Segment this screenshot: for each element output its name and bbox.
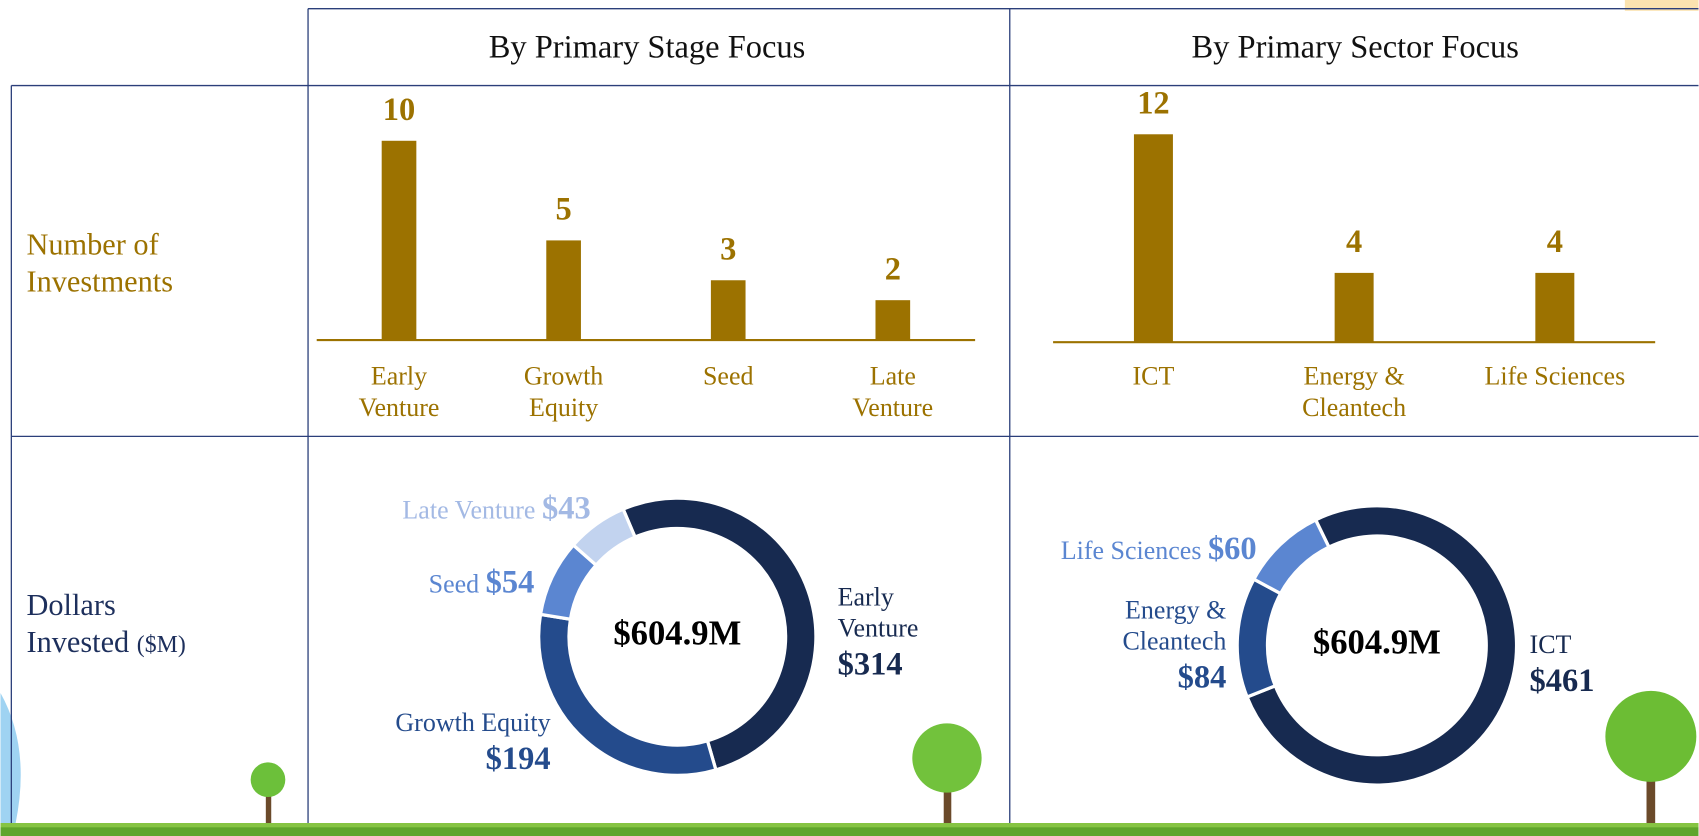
segment-label: Late Venture $43 bbox=[325, 489, 590, 528]
label-box: Early Venture bbox=[334, 362, 464, 431]
page: By Primary Stage Focus By Primary Sector… bbox=[0, 0, 1699, 836]
segment-name: Life Sciences bbox=[1061, 537, 1202, 565]
row-header-unit: ($M) bbox=[137, 630, 186, 657]
center-label: $604.9M bbox=[613, 615, 741, 653]
grass-strip-top bbox=[1, 823, 1699, 827]
data-label: 4 bbox=[1547, 224, 1563, 260]
segment-label: Growth Equity$194 bbox=[345, 708, 551, 778]
segment-value: $84 bbox=[1064, 658, 1226, 697]
category-label: Life Sciences bbox=[1479, 362, 1631, 393]
category-label: Early Venture bbox=[334, 362, 464, 424]
bar bbox=[711, 280, 746, 340]
column-header: By Primary Sector Focus bbox=[1192, 29, 1519, 65]
label-box: Late Venture $43 bbox=[325, 489, 590, 608]
segment-name: ICT bbox=[1530, 630, 1649, 661]
bar bbox=[875, 300, 910, 340]
segment-value: $461 bbox=[1530, 661, 1649, 700]
label-box: Life Sciences bbox=[1479, 362, 1631, 431]
row-header-box: Dollars Invested ($M) bbox=[26, 588, 221, 685]
label-box: Life Sciences $60 bbox=[1018, 530, 1256, 649]
segment-name: Growth Equity bbox=[345, 708, 551, 739]
data-label: 2 bbox=[885, 251, 901, 287]
segment-value: $314 bbox=[838, 645, 979, 684]
label-box: Growth Equity$194 bbox=[345, 708, 551, 827]
donut-segment bbox=[1254, 520, 1329, 594]
category-label: Growth Equity bbox=[499, 362, 629, 424]
category-label: Seed bbox=[663, 362, 793, 393]
bar bbox=[382, 141, 417, 340]
label-box: ICT bbox=[1078, 362, 1230, 431]
segment-name: Late Venture bbox=[402, 497, 535, 525]
segment-name: Early Venture bbox=[838, 583, 941, 645]
bar bbox=[546, 240, 581, 340]
category-label: ICT bbox=[1078, 362, 1230, 393]
segment-value: $43 bbox=[542, 491, 591, 527]
label-box: Energy & Cleantech bbox=[1278, 362, 1430, 431]
row-header-box: Number of Investments bbox=[26, 227, 221, 324]
data-label: 10 bbox=[383, 92, 415, 128]
bar bbox=[1335, 273, 1374, 342]
data-label: 4 bbox=[1346, 224, 1362, 260]
column-header: By Primary Stage Focus bbox=[489, 29, 806, 65]
row-header-text: Dollars Invested bbox=[26, 589, 129, 659]
segment-value: $60 bbox=[1208, 531, 1257, 567]
segment-label: Life Sciences $60 bbox=[1018, 530, 1256, 569]
bar bbox=[1134, 134, 1173, 342]
slide: By Primary Stage Focus By Primary Sector… bbox=[0, 0, 1699, 836]
segment-label: ICT$461 bbox=[1530, 630, 1649, 700]
data-label: 3 bbox=[720, 232, 736, 268]
tree-crown bbox=[912, 723, 981, 792]
data-label: 5 bbox=[555, 192, 571, 228]
label-box: Seed bbox=[663, 362, 793, 431]
segment-value: $194 bbox=[345, 739, 551, 778]
center-label: $604.9M bbox=[1313, 623, 1441, 661]
segment-label: Early Venture$314 bbox=[838, 583, 979, 684]
label-box: ICT$461 bbox=[1530, 630, 1649, 749]
label-box: Early Venture$314 bbox=[838, 583, 979, 702]
category-label: Late Venture bbox=[828, 362, 958, 424]
data-label: 12 bbox=[1137, 86, 1169, 122]
row-header: Number of Investments bbox=[26, 227, 221, 300]
row-header: Dollars Invested ($M) bbox=[26, 588, 221, 661]
category-label: Energy & Cleantech bbox=[1278, 362, 1430, 424]
bar bbox=[1535, 273, 1574, 342]
tree-crown bbox=[251, 762, 286, 797]
label-box: Late Venture bbox=[828, 362, 958, 431]
label-box: Growth Equity bbox=[499, 362, 629, 431]
left-accent bbox=[1, 693, 21, 823]
